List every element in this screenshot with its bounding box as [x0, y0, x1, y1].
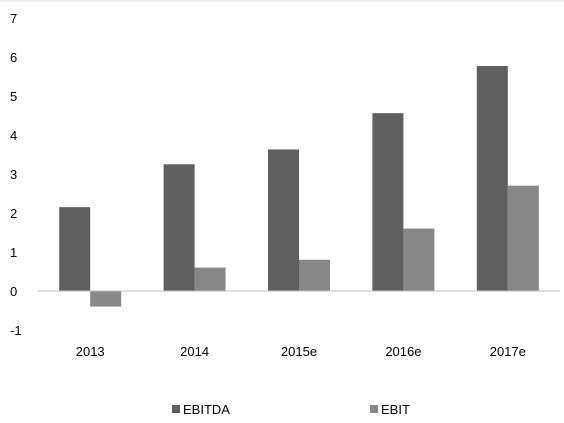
- bar-ebitda-2017e: [476, 65, 508, 291]
- x-tick-label: 2016e: [385, 344, 421, 359]
- bar-ebit-2013: [90, 291, 122, 307]
- bars-layer: [59, 65, 539, 307]
- legend-label-ebitda: EBITDA: [183, 402, 230, 417]
- x-tick-label: 2013: [76, 344, 105, 359]
- legend-swatch-ebit: [370, 405, 378, 413]
- bar-ebit-2014: [194, 267, 226, 291]
- legend-swatch-ebitda: [172, 405, 180, 413]
- bar-ebit-2017e: [507, 185, 539, 291]
- x-tick-label: 2015e: [281, 344, 317, 359]
- bar-ebitda-2015e: [268, 149, 299, 291]
- y-tick-label: 7: [10, 11, 17, 26]
- y-tick-label: 3: [10, 167, 17, 182]
- bar-ebit-2015e: [299, 259, 330, 291]
- x-tick-label: 2014: [180, 344, 209, 359]
- y-tick-label: 6: [10, 50, 17, 65]
- bar-ebit-2016e: [403, 228, 435, 291]
- y-axis-tick-labels: -1 0 1 2 3 4 5 6 7: [10, 11, 22, 338]
- y-tick-label: 0: [10, 284, 17, 299]
- legend: EBITDA EBIT: [172, 402, 410, 417]
- y-tick-label: -1: [10, 323, 22, 338]
- legend-label-ebit: EBIT: [381, 402, 410, 417]
- y-tick-label: 1: [10, 245, 17, 260]
- bar-ebitda-2016e: [372, 113, 404, 291]
- y-tick-label: 5: [10, 89, 17, 104]
- x-axis-tick-labels: 2013 2014 2015e 2016e 2017e: [76, 344, 526, 359]
- bar-ebitda-2014: [163, 164, 195, 291]
- x-tick-label: 2017e: [490, 344, 526, 359]
- y-tick-label: 2: [10, 206, 17, 221]
- bar-ebitda-2013: [59, 207, 91, 291]
- y-tick-label: 4: [10, 128, 17, 143]
